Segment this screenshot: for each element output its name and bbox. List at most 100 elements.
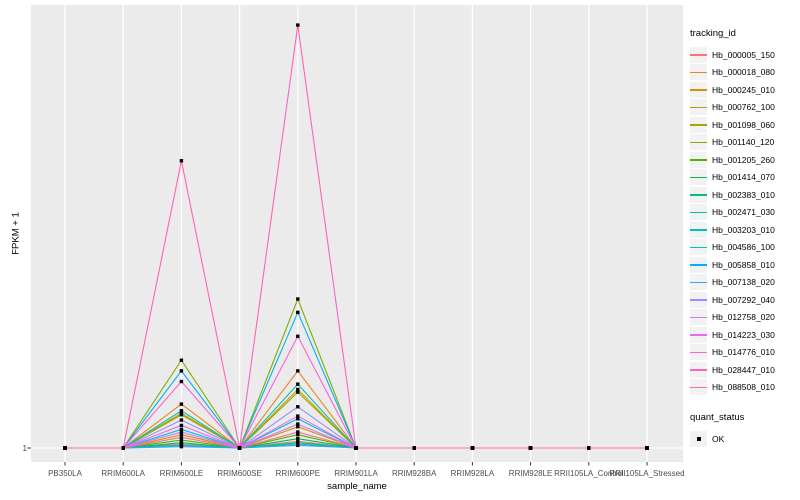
data-point[interactable]: [179, 358, 184, 362]
data-point[interactable]: [296, 433, 300, 437]
legend-line-icon: [690, 124, 707, 126]
data-point[interactable]: [296, 436, 300, 441]
y-tick-label: 1: [22, 444, 27, 453]
data-point[interactable]: [237, 446, 242, 450]
legend-item-Hb_007138_020[interactable]: Hb_007138_020: [690, 274, 798, 292]
data-point[interactable]: [179, 440, 184, 445]
data-point[interactable]: [296, 422, 300, 426]
data-point[interactable]: [296, 387, 300, 392]
data-point[interactable]: [179, 433, 184, 437]
data-point[interactable]: [296, 382, 300, 386]
legend-line-icon: [690, 334, 707, 336]
data-point[interactable]: [528, 446, 533, 450]
legend-item-Hb_028447_010[interactable]: Hb_028447_010: [690, 361, 798, 379]
data-point[interactable]: [645, 446, 649, 450]
legend-item-Hb_001414_070[interactable]: Hb_001414_070: [690, 169, 798, 187]
legend-item-ok[interactable]: OK: [690, 430, 798, 448]
legend-item-label: Hb_014223_030: [712, 329, 775, 340]
legend-item-label: Hb_003203_010: [712, 224, 775, 235]
legend-item-label: Hb_007138_020: [712, 277, 775, 288]
data-point[interactable]: [179, 423, 184, 428]
legend-item-Hb_002471_030[interactable]: Hb_002471_030: [690, 204, 798, 222]
legend-line-icon: [690, 386, 707, 389]
legend-item-Hb_002383_010[interactable]: Hb_002383_010: [690, 186, 798, 204]
data-point[interactable]: [179, 159, 184, 163]
legend-item-label: Hb_005858_010: [712, 259, 775, 270]
data-point[interactable]: [296, 414, 300, 418]
data-point[interactable]: [296, 405, 300, 409]
legend-item-Hb_005858_010[interactable]: Hb_005858_010: [690, 256, 798, 274]
data-point[interactable]: [179, 413, 184, 417]
data-point[interactable]: [179, 430, 184, 434]
data-point[interactable]: [179, 418, 184, 422]
data-point[interactable]: [296, 417, 300, 421]
data-point[interactable]: [296, 297, 300, 301]
data-point[interactable]: [179, 438, 184, 442]
legend-item-Hb_001205_260[interactable]: Hb_001205_260: [690, 151, 798, 169]
legend-item-Hb_000005_150[interactable]: Hb_000005_150: [690, 46, 798, 64]
data-point[interactable]: [296, 443, 300, 448]
data-point[interactable]: [296, 23, 300, 27]
data-point[interactable]: [179, 427, 184, 432]
legend-item-Hb_001140_120[interactable]: Hb_001140_120: [690, 134, 798, 152]
legend-line-icon: [690, 316, 707, 319]
legend-color-items: Hb_000005_150 Hb_000018_080 Hb_000245_010 H…: [690, 46, 798, 396]
data-point[interactable]: [296, 310, 300, 315]
legend-item-label: Hb_001205_260: [712, 154, 775, 165]
legend-item-label: Hb_002383_010: [712, 189, 775, 200]
legend-item-Hb_000018_080[interactable]: Hb_000018_080: [690, 64, 798, 82]
legend-item-Hb_014776_010[interactable]: Hb_014776_010: [690, 344, 798, 362]
legend-item-Hb_004586_100[interactable]: Hb_004586_100: [690, 239, 798, 257]
legend-item-Hb_003203_010[interactable]: Hb_003203_010: [690, 221, 798, 239]
data-point[interactable]: [179, 402, 184, 406]
legend-line-icon: [690, 264, 707, 266]
data-point[interactable]: [296, 425, 300, 429]
legend-key-swatch: [690, 379, 707, 396]
legend-line-icon: [690, 299, 707, 301]
legend-item-label: Hb_000245_010: [712, 84, 775, 95]
legend-item-Hb_000762_100[interactable]: Hb_000762_100: [690, 99, 798, 117]
x-tick-label-RRIM901LA: RRIM901LA: [334, 469, 378, 478]
x-tick-label-RRII105LA_Stressed: RRII105LA_Stressed: [609, 469, 685, 478]
legend-line-icon: [690, 194, 707, 196]
data-point[interactable]: [121, 446, 125, 450]
legend-key-swatch: [690, 291, 707, 308]
legend-key-swatch: [690, 81, 707, 98]
data-point[interactable]: [296, 334, 300, 338]
legend-item-label: Hb_001140_120: [712, 137, 775, 148]
x-tick-label-RRIM928LA: RRIM928LA: [450, 469, 495, 478]
legend-item-Hb_088508_010[interactable]: Hb_088508_010: [690, 379, 798, 397]
legend-key-swatch: [690, 256, 707, 273]
data-point[interactable]: [296, 430, 300, 434]
legend-item-label: Hb_000018_080: [712, 67, 775, 78]
legend-item-Hb_001098_060[interactable]: Hb_001098_060: [690, 116, 798, 134]
x-tick-label-RRIM600PE: RRIM600PE: [275, 469, 321, 478]
legend-item-Hb_012758_020[interactable]: Hb_012758_020: [690, 309, 798, 327]
legend-line-icon: [690, 229, 707, 231]
data-point[interactable]: [63, 446, 67, 450]
data-point[interactable]: [587, 446, 591, 450]
data-point[interactable]: [179, 379, 184, 384]
data-point[interactable]: [296, 369, 300, 373]
legend-item-label: Hb_002471_030: [712, 207, 775, 218]
legend-item-Hb_000245_010[interactable]: Hb_000245_010: [690, 81, 798, 99]
data-point[interactable]: [296, 390, 300, 394]
legend-item-label: Hb_004586_100: [712, 242, 775, 253]
data-point[interactable]: [470, 446, 475, 450]
legend-item-Hb_014223_030[interactable]: Hb_014223_030: [690, 326, 798, 344]
data-point[interactable]: [179, 409, 184, 413]
legend-line-icon: [690, 159, 707, 161]
legend-quant-status: quant_status OK: [690, 412, 798, 448]
legend-key-swatch: [690, 46, 707, 63]
x-tick-label-RRII105LA_Control: RRII105LA_Control: [554, 469, 624, 478]
legend-item-label: Hb_000762_100: [712, 102, 775, 113]
data-point[interactable]: [179, 444, 184, 449]
data-point[interactable]: [179, 369, 184, 373]
data-point[interactable]: [179, 435, 184, 440]
legend-line-icon: [690, 71, 707, 74]
data-point[interactable]: [354, 446, 358, 450]
legend-key-swatch: [690, 134, 707, 151]
legend-item-Hb_007292_040[interactable]: Hb_007292_040: [690, 291, 798, 309]
data-point[interactable]: [412, 446, 416, 450]
